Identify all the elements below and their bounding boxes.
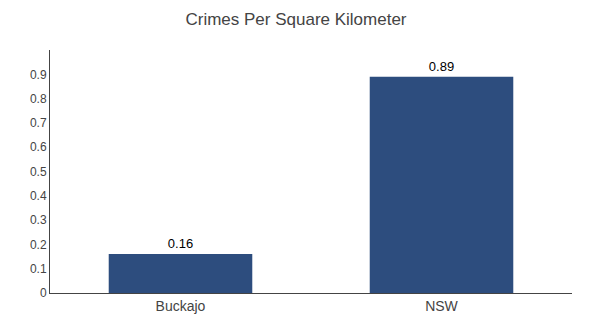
- svg-text:0.5: 0.5: [30, 165, 47, 179]
- svg-text:0.89: 0.89: [429, 59, 454, 74]
- svg-text:0.3: 0.3: [30, 213, 47, 227]
- svg-text:Crimes Per Square Kilometer: Crimes Per Square Kilometer: [185, 10, 406, 29]
- svg-text:0.2: 0.2: [30, 238, 47, 252]
- svg-text:0.16: 0.16: [168, 236, 193, 251]
- svg-text:NSW: NSW: [425, 298, 458, 314]
- svg-text:Buckajo: Buckajo: [156, 298, 206, 314]
- svg-text:0.6: 0.6: [30, 140, 47, 154]
- svg-text:0: 0: [40, 286, 47, 300]
- svg-text:0.4: 0.4: [30, 189, 47, 203]
- svg-text:0.8: 0.8: [30, 92, 47, 106]
- svg-text:0.9: 0.9: [30, 68, 47, 82]
- svg-text:0.1: 0.1: [30, 262, 47, 276]
- svg-text:0.7: 0.7: [30, 116, 47, 130]
